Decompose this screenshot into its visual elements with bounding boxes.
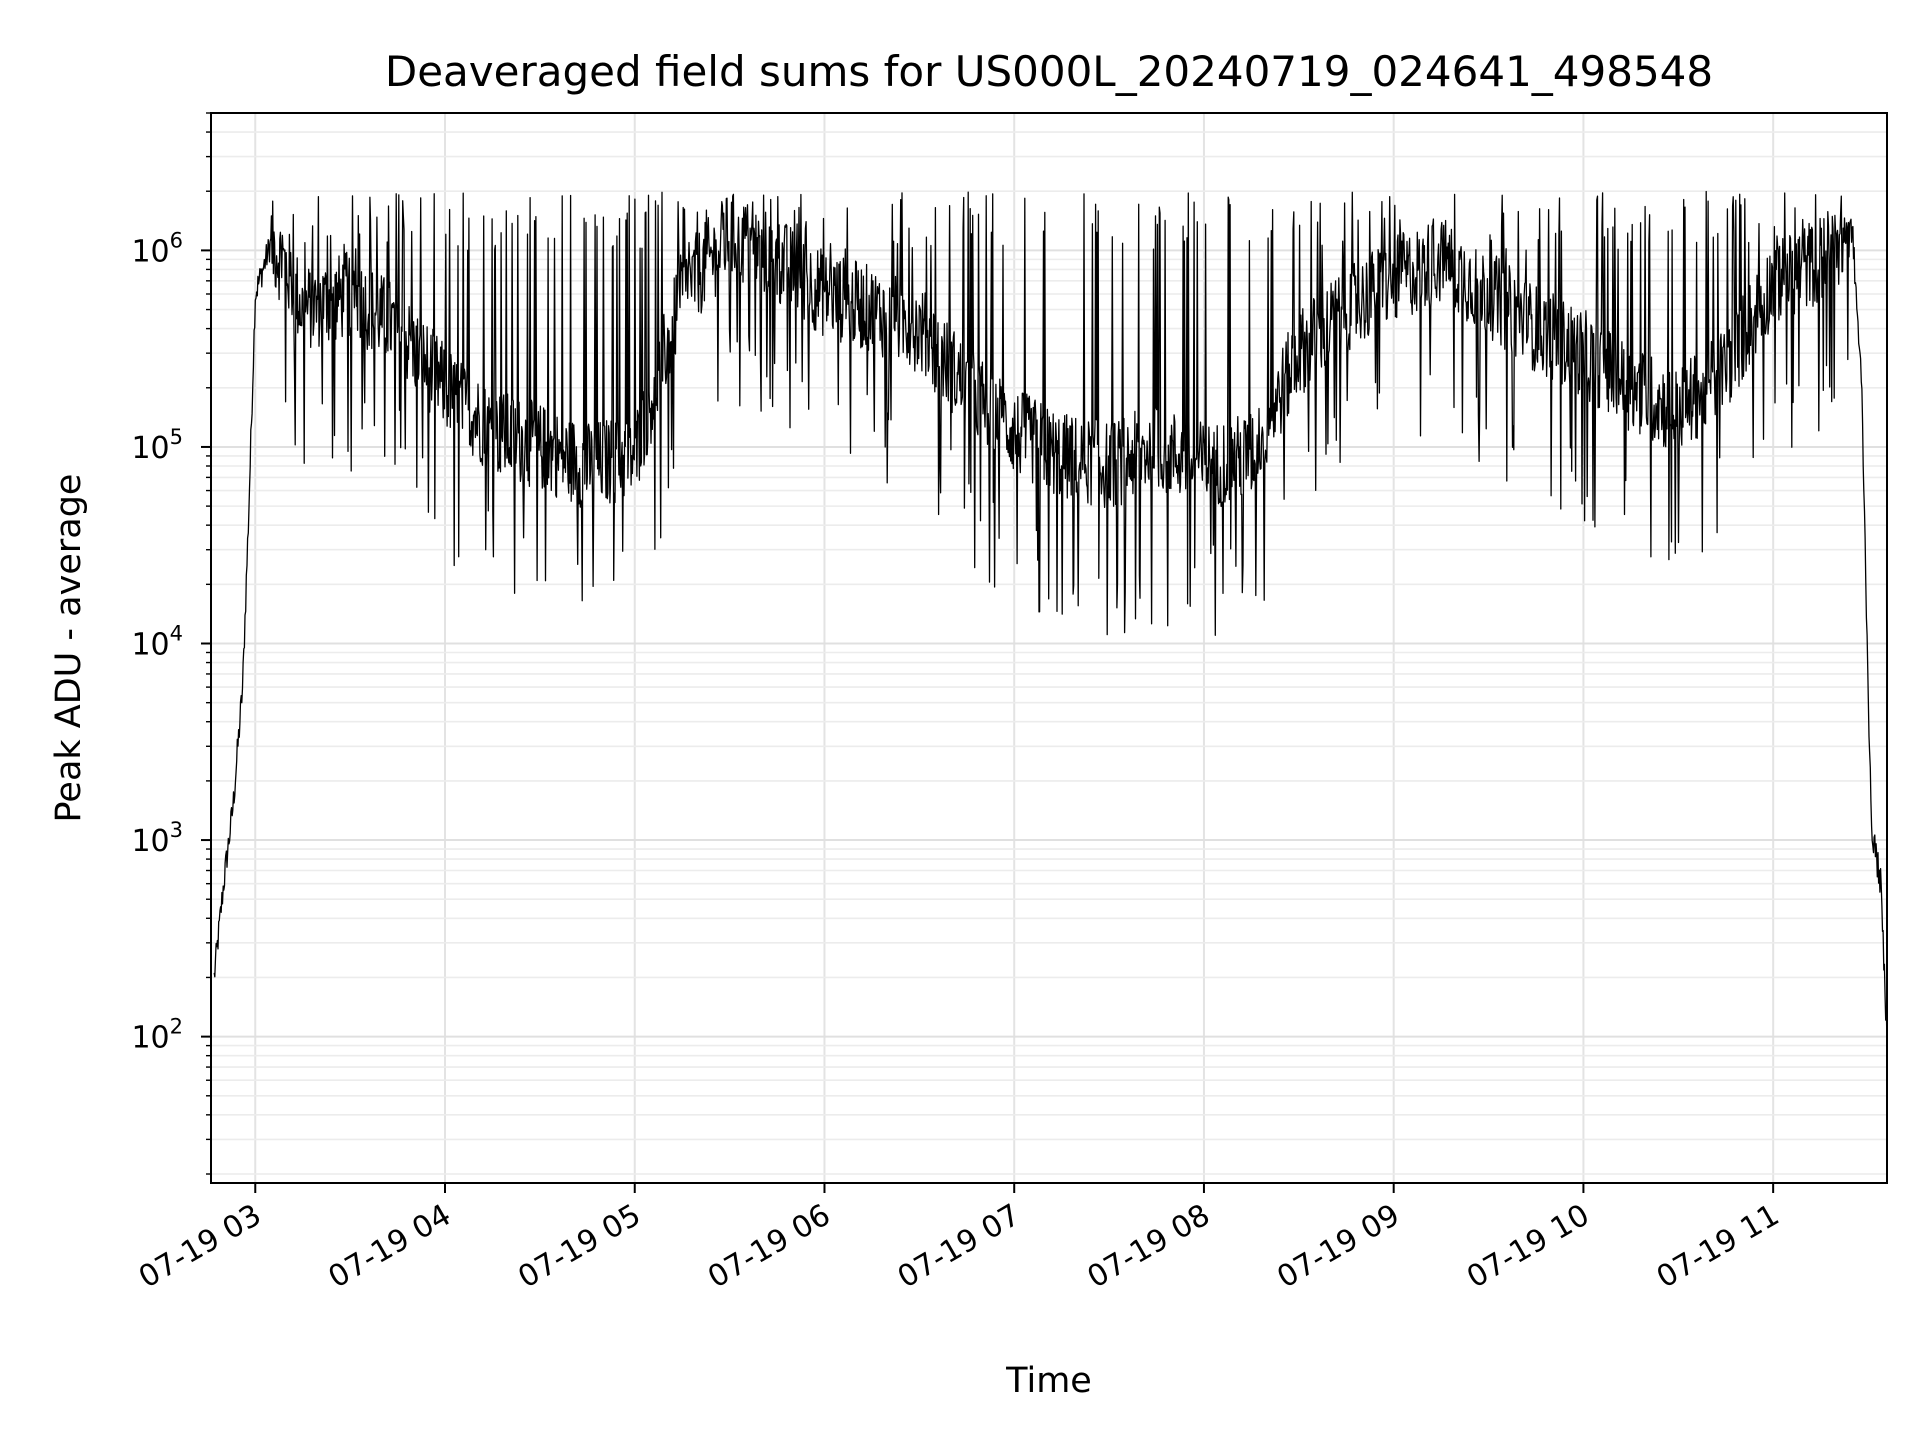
y-tick-exponent: 3 — [170, 818, 183, 842]
series-line-group — [213, 190, 1888, 1050]
y-axis-label: Peak ADU - average — [49, 474, 89, 823]
y-tick-label: 105 — [131, 425, 183, 466]
y-tick-label: 104 — [131, 622, 183, 663]
x-axis: 07-19 03 07-19 04 07-19 05 07-19 06 07-19 07… — [133, 1183, 1785, 1295]
x-tick-label: 07-19 09 — [1271, 1198, 1405, 1296]
plot-frame — [210, 112, 1888, 1184]
x-tick-label: 07-19 06 — [702, 1198, 836, 1296]
x-tick-label: 07-19 04 — [323, 1198, 457, 1296]
y-tick-base: 10 — [131, 1021, 169, 1056]
x-tick-label: 07-19 05 — [512, 1198, 646, 1296]
x-tick-label: 07-19 10 — [1461, 1198, 1595, 1296]
chart-title: Deaveraged field sums for US000L_2024071… — [385, 47, 1713, 96]
x-tick-label: 07-19 08 — [1082, 1198, 1216, 1296]
x-tick-label: 07-19 07 — [892, 1198, 1026, 1296]
y-tick-base: 10 — [131, 628, 169, 663]
series-line — [213, 190, 1888, 1050]
y-tick-exponent: 2 — [170, 1015, 183, 1039]
y-tick-label: 102 — [131, 1015, 183, 1056]
y-tick-base: 10 — [131, 431, 169, 466]
y-tick-label: 103 — [131, 818, 183, 859]
y-tick-exponent: 6 — [170, 228, 183, 252]
x-tick-label: 07-19 11 — [1651, 1198, 1785, 1296]
y-tick-exponent: 4 — [170, 622, 183, 646]
y-tick-exponent: 5 — [170, 425, 183, 449]
y-tick-base: 10 — [131, 234, 169, 269]
x-tick-label: 07-19 03 — [133, 1198, 267, 1296]
x-axis-label: Time — [1005, 1361, 1092, 1401]
y-tick-label: 106 — [131, 228, 183, 269]
y-tick-base: 10 — [131, 824, 169, 859]
